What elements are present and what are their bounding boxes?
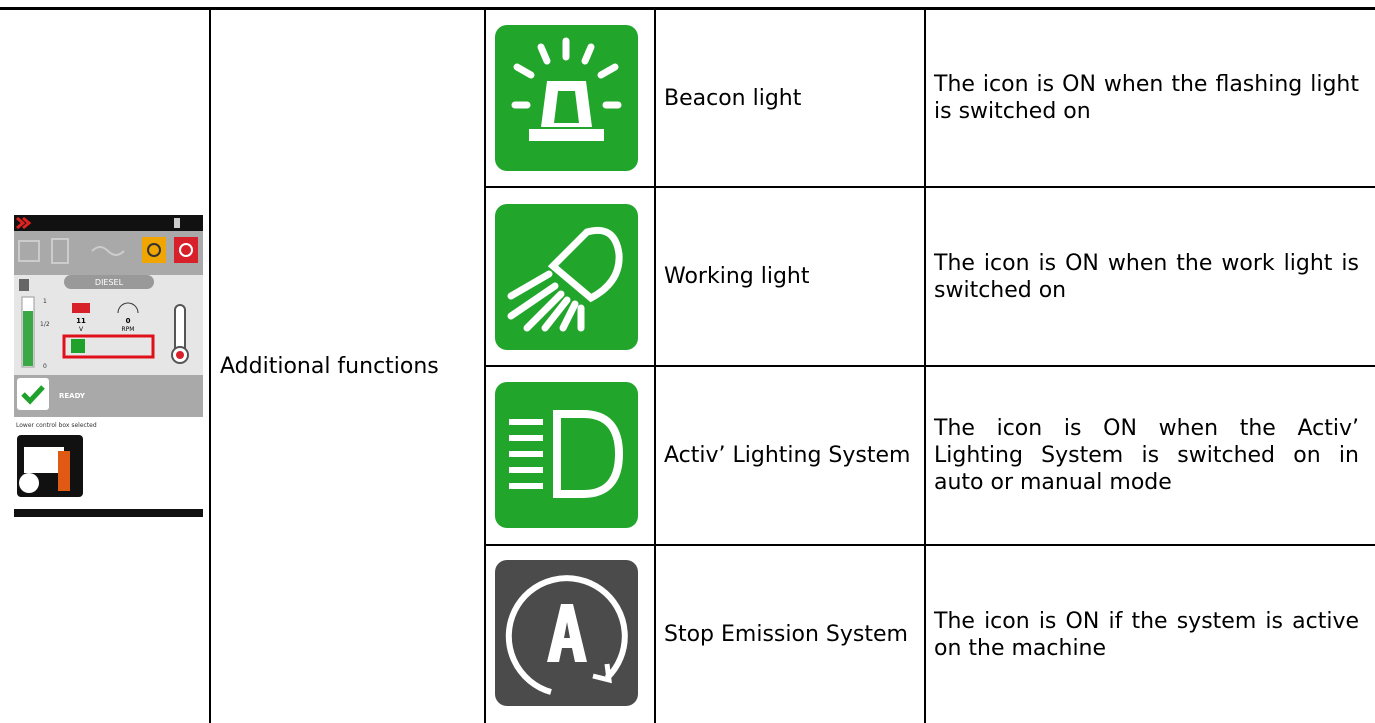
table-border — [485, 365, 1375, 367]
function-description: The icon is ON when the Activ’ Lighting … — [934, 416, 1359, 495]
fuel-type: DIESEL — [95, 278, 124, 287]
beacon-icon — [495, 25, 638, 171]
function-name: Beacon light — [664, 85, 802, 111]
table-border — [485, 544, 1375, 546]
function-description-cell: The icon is ON if the system is active o… — [926, 546, 1375, 723]
table-border — [0, 7, 1375, 10]
stop-emission-icon — [495, 560, 638, 706]
function-name-cell: Activ’ Lighting System — [656, 367, 924, 544]
function-name-cell: Stop Emission System — [656, 546, 924, 723]
fuel-level: 1 — [43, 298, 47, 305]
function-label: Additional functions — [220, 354, 439, 379]
control-box: Lower control box selected — [16, 422, 97, 429]
working-light-icon — [495, 204, 638, 350]
function-description-cell: The icon is ON when the Activ’ Lighting … — [926, 367, 1375, 544]
function-description-cell: The icon is ON when the flashing light i… — [926, 10, 1375, 186]
table-border — [209, 7, 211, 723]
fuel-level: 1/2 — [40, 321, 50, 328]
function-description-cell: The icon is ON when the work light is sw… — [926, 188, 1375, 365]
function-description: The icon is ON when the work light is sw… — [934, 250, 1359, 303]
fuel-level: 0 — [43, 363, 47, 370]
function-description: The icon is ON when the flashing light i… — [934, 72, 1359, 124]
function-cell: Additional functions — [211, 10, 484, 723]
function-name-cell: Working light — [656, 188, 924, 365]
activ-lighting-icon — [495, 382, 638, 528]
function-description: The icon is ON if the system is active o… — [934, 608, 1359, 661]
screen-thumbnail: DIESEL 1 1/2 0 11 V 0 RPM READY Lower co… — [14, 215, 203, 517]
rpm-unit: RPM — [122, 326, 135, 333]
voltage-unit: V — [79, 326, 84, 333]
function-name: Working light — [664, 264, 810, 289]
function-name: Stop Emission System — [664, 622, 908, 647]
table-border — [485, 186, 1375, 188]
function-name-cell: Beacon light — [656, 10, 924, 186]
rpm: 0 — [126, 317, 131, 325]
status: READY — [59, 392, 86, 400]
voltage: 11 — [76, 317, 86, 325]
function-name: Activ’ Lighting System — [664, 443, 911, 468]
